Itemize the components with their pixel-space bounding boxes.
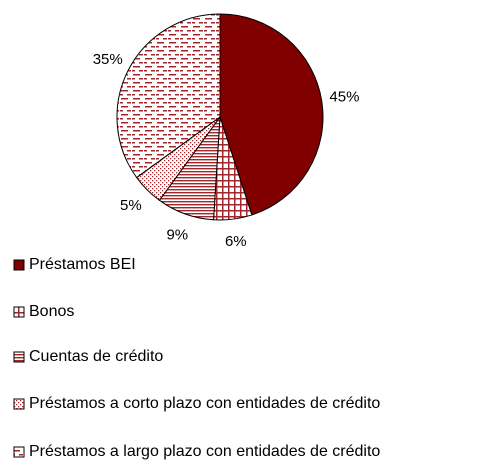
pie-slice (219, 13, 324, 216)
data-label: 45% (329, 88, 359, 105)
legend-swatch (13, 351, 25, 363)
legend-swatch (13, 398, 25, 410)
data-label: 35% (93, 51, 123, 68)
legend-label: Bonos (29, 303, 74, 320)
pie-slice (116, 13, 221, 179)
legend-label: Préstamos a corto plazo con entidades de… (29, 395, 380, 412)
data-label: 5% (120, 197, 142, 214)
legend-label: Préstamos BEI (29, 256, 136, 273)
legend-label: Cuentas de crédito (29, 348, 163, 365)
data-label: 6% (225, 233, 247, 250)
data-label: 9% (166, 227, 188, 244)
legend-swatch (13, 306, 25, 318)
legend-swatch (13, 446, 25, 458)
legend-swatch (13, 259, 25, 271)
legend-label: Préstamos a largo plazo con entidades de… (29, 443, 380, 460)
